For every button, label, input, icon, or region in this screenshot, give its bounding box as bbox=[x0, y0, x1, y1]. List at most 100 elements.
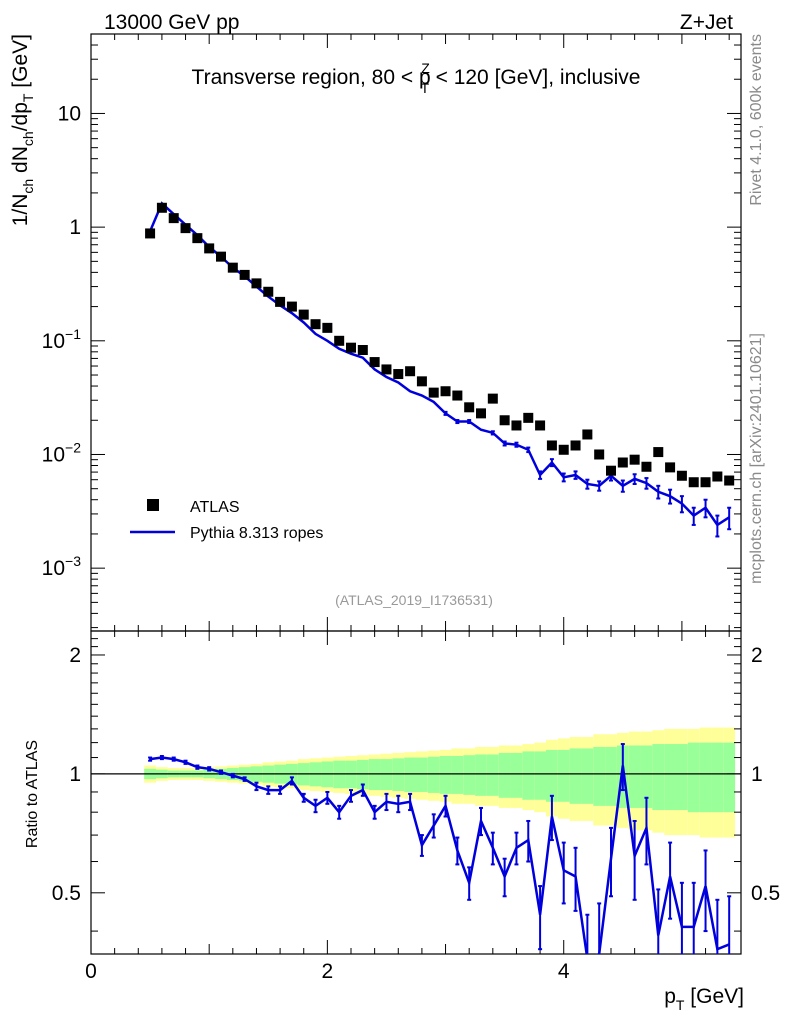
atlas-point bbox=[582, 429, 593, 440]
atlas-point bbox=[487, 393, 498, 404]
band-inner-bin bbox=[546, 749, 558, 802]
main-y-tick-label: 10−3 bbox=[42, 553, 82, 580]
plot-title-main: Transverse region, 80 < p bbox=[192, 66, 431, 89]
band-inner-bin bbox=[676, 744, 688, 811]
band-inner-bin bbox=[463, 755, 476, 795]
ratio-y-tick-label-left: 2 bbox=[69, 644, 81, 667]
band-inner-bin bbox=[640, 745, 653, 808]
plot-title-sup: Z bbox=[421, 60, 430, 76]
atlas-point bbox=[298, 309, 309, 320]
main-y-tick-label: 10 bbox=[58, 102, 81, 125]
band-inner-bin bbox=[569, 748, 582, 804]
x-tick-label: 2 bbox=[322, 960, 334, 983]
atlas-point bbox=[665, 462, 676, 473]
atlas-point bbox=[464, 402, 475, 413]
legend-data-label: ATLAS bbox=[190, 499, 240, 516]
x-tick-label: 0 bbox=[85, 960, 97, 983]
atlas-point bbox=[168, 213, 179, 224]
band-inner-bin bbox=[711, 742, 724, 813]
legend: ATLAS Pythia 8.313 ropes bbox=[130, 499, 323, 542]
band-inner-bin bbox=[451, 755, 464, 794]
band-inner-bin bbox=[593, 746, 606, 806]
ratio-frame bbox=[90, 630, 742, 955]
atlas-point bbox=[369, 357, 380, 368]
main-ylabel: 1/Nch dNch/dpT [GeV] bbox=[9, 34, 36, 226]
atlas-point bbox=[712, 471, 723, 482]
ratio-mc-group bbox=[148, 743, 732, 954]
atlas-point bbox=[286, 301, 297, 312]
band-inner-bin bbox=[380, 759, 393, 791]
ratio-y-tick-label-right: 1 bbox=[751, 763, 763, 786]
main-y-tick-label: 10−2 bbox=[42, 439, 82, 466]
band-inner-bin bbox=[522, 751, 535, 800]
ratio-y-tick-label-left: 1 bbox=[69, 763, 81, 786]
atlas-point bbox=[192, 233, 203, 244]
band-inner-bin bbox=[664, 744, 676, 811]
atlas-point bbox=[405, 366, 416, 377]
atlas-point bbox=[381, 364, 392, 375]
atlas-point bbox=[700, 477, 711, 488]
band-inner-bin bbox=[723, 742, 736, 813]
band-inner-bin bbox=[699, 742, 712, 813]
atlas-point bbox=[322, 322, 333, 333]
atlas-point bbox=[499, 415, 510, 426]
atlas-point bbox=[629, 454, 640, 465]
atlas-point bbox=[251, 278, 262, 289]
band-inner-bin bbox=[534, 751, 546, 800]
ratio-ylabel: Ratio to ATLAS bbox=[24, 740, 41, 848]
band-inner-bin bbox=[439, 755, 452, 794]
atlas-point bbox=[239, 269, 250, 280]
atlas-point bbox=[476, 408, 486, 419]
plot-title: Transverse region, 80 < pTZ < 120 [GeV],… bbox=[192, 60, 641, 96]
main-panel: 10 1 10−1 10−2 10−3 bbox=[42, 33, 742, 954]
energy-label: 13000 GeV pp bbox=[104, 11, 239, 34]
ratio-y-tick-label-right: 2 bbox=[751, 644, 763, 667]
band-inner-bin bbox=[427, 756, 440, 793]
atlas-point bbox=[156, 202, 167, 213]
x-tick-label: 4 bbox=[558, 960, 570, 983]
analysis-id: (ATLAS_2019_I1736531) bbox=[335, 592, 493, 608]
atlas-point bbox=[688, 477, 699, 488]
atlas-point bbox=[523, 412, 534, 423]
band-inner-bin bbox=[498, 752, 511, 798]
band-inner-bin bbox=[404, 757, 416, 792]
atlas-point bbox=[180, 223, 191, 234]
band-inner-bin bbox=[510, 752, 523, 798]
atlas-point bbox=[416, 376, 427, 387]
atlas-point bbox=[204, 243, 215, 254]
atlas-point bbox=[357, 345, 368, 356]
main-y-tick-label: 1 bbox=[69, 216, 81, 239]
band-inner-bin bbox=[687, 742, 700, 813]
band-inner-bin bbox=[605, 746, 617, 806]
atlas-point bbox=[676, 470, 687, 481]
band-inner-bin bbox=[557, 749, 570, 802]
atlas-point bbox=[275, 296, 286, 307]
atlas-point bbox=[452, 390, 463, 401]
atlas-point bbox=[558, 444, 569, 455]
atlas-point bbox=[641, 461, 652, 472]
atlas-point bbox=[617, 457, 628, 468]
atlas-point bbox=[653, 447, 664, 458]
legend-mc-label: Pythia 8.313 ropes bbox=[190, 525, 323, 542]
band-inner-bin bbox=[392, 758, 405, 792]
band-inner-bin bbox=[416, 757, 428, 792]
atlas-point bbox=[511, 420, 522, 431]
side-label-top: Rivet 4.1.0, 600k events bbox=[748, 34, 765, 206]
atlas-point bbox=[546, 440, 557, 451]
ratio-y-tick-label-left: 0.5 bbox=[52, 882, 81, 905]
atlas-point bbox=[440, 386, 451, 397]
atlas-point bbox=[145, 228, 156, 239]
plot-title-sub: T bbox=[421, 80, 430, 96]
band-inner-bin bbox=[628, 745, 641, 808]
main-y-tick-label: 10−1 bbox=[42, 326, 82, 353]
x-axis-label: pT [GeV] bbox=[664, 985, 744, 1013]
atlas-point bbox=[263, 286, 274, 297]
atlas-point bbox=[535, 420, 546, 431]
atlas-point bbox=[216, 251, 226, 262]
atlas-point bbox=[594, 449, 605, 460]
atlas-point bbox=[334, 335, 345, 346]
ratio-y-tick-label-right: 0.5 bbox=[751, 882, 780, 905]
side-label-bottom: mcplots.cern.ch [arXiv:2401.10621] bbox=[748, 333, 765, 584]
